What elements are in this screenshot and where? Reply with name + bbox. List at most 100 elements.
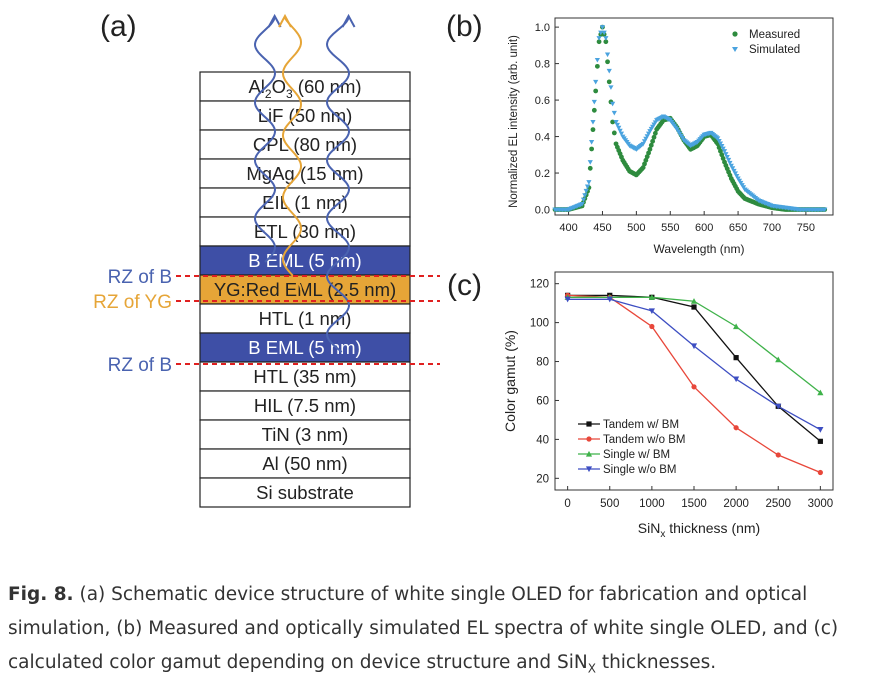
blue-emission-arrow-right: [325, 17, 351, 353]
x-tick-label: 400: [559, 222, 577, 234]
y-tick-label: 0.6: [535, 95, 550, 107]
data-point: [717, 141, 724, 147]
data-point: [601, 30, 607, 36]
y-tick-label: 0.0: [535, 205, 550, 217]
data-point: [733, 323, 740, 330]
data-point: [725, 157, 732, 163]
data-point: [716, 145, 722, 150]
x-tick-label: 3000: [808, 498, 834, 510]
data-point: [817, 438, 823, 444]
data-point: [733, 425, 739, 431]
data-point: [721, 149, 728, 154]
data-point: [724, 154, 730, 160]
data-point: [817, 427, 824, 433]
data-point: [583, 188, 589, 194]
data-point: [587, 165, 593, 171]
layer-box: [199, 477, 411, 508]
data-point: [642, 161, 647, 167]
rz-label: RZ of B: [108, 355, 172, 376]
series-line: [565, 292, 823, 476]
layer-label: Al (50 nm): [262, 453, 347, 474]
data-point: [582, 193, 588, 198]
legend-marker: [732, 47, 738, 52]
legend-label: Single w/ BM: [603, 449, 670, 461]
legend-label: Tandem w/ BM: [603, 419, 679, 431]
data-point: [610, 119, 616, 125]
x-tick-label: 0: [564, 498, 570, 510]
data-point: [723, 152, 729, 157]
data-point: [718, 148, 723, 154]
x-tick-label: 2000: [723, 498, 749, 510]
data-point: [610, 101, 616, 107]
data-point: [720, 146, 726, 152]
layer-box: [199, 361, 411, 392]
legend-marker: [732, 31, 738, 37]
data-point: [733, 376, 740, 383]
legend-label: Single w/o BM: [603, 464, 677, 476]
data-point: [734, 173, 740, 179]
recombination-zones: RZ of B RZ of YG RZ of B: [93, 267, 440, 376]
data-point: [586, 436, 592, 442]
y-tick-label: 1.0: [535, 22, 550, 34]
series-simulated: [552, 25, 828, 213]
data-point: [775, 403, 782, 410]
y-tick-label: 60: [536, 395, 549, 407]
y-tick-label: 40: [536, 434, 549, 446]
layer-label: B EML (5 nm): [248, 250, 361, 271]
blue-emission-arrow-right-head: [341, 13, 356, 28]
data-point: [732, 171, 738, 177]
data-point: [727, 160, 733, 166]
data-point: [604, 52, 611, 58]
data-point: [728, 163, 734, 169]
data-point: [587, 160, 593, 165]
y-tick-label: 80: [536, 357, 549, 369]
data-point: [586, 180, 592, 185]
data-point: [646, 150, 651, 156]
x-tick-label: 650: [729, 222, 747, 234]
data-point: [594, 63, 600, 69]
data-point: [590, 119, 596, 125]
figure-caption: Fig. 8. (a) Schematic device structure o…: [8, 578, 868, 686]
data-point: [584, 184, 591, 190]
layer-box: [199, 332, 411, 363]
x-tick-label: 2500: [765, 498, 791, 510]
data-point: [589, 140, 595, 145]
y-tick-label: 120: [530, 279, 549, 291]
layer-label: LiF (50 nm): [258, 105, 353, 126]
data-point: [720, 156, 726, 161]
layer-label: ETL (30 nm): [254, 221, 356, 242]
layer-label: HTL (35 nm): [253, 366, 356, 387]
x-tick-label: 1000: [639, 498, 665, 510]
x-tick-label: 750: [797, 222, 815, 234]
data-point: [591, 99, 597, 105]
data-point: [590, 127, 596, 133]
layer-box: [199, 100, 411, 131]
data-point: [617, 128, 623, 134]
y-tick-label: 0.2: [535, 168, 550, 180]
layer-label: YG:Red EML (2.5 nm): [214, 279, 396, 300]
data-point: [589, 146, 595, 152]
blue-emission-arrow-left: [253, 17, 277, 263]
data-point: [644, 154, 650, 160]
data-point: [593, 79, 599, 85]
layer-label: EIL (1 nm): [262, 192, 348, 213]
data-point: [648, 308, 655, 315]
data-point: [564, 296, 571, 303]
data-point: [817, 469, 823, 476]
data-point: [579, 202, 585, 207]
data-point: [716, 138, 722, 144]
data-point: [775, 356, 782, 363]
x-tick-label: 500: [627, 222, 645, 234]
data-point: [596, 39, 602, 45]
yellow-emission-arrow-head: [278, 13, 292, 28]
figure-8: (a) Al2O3 (60 nm)LiF (50 nm)CPL (80 nm)M…: [93, 10, 834, 540]
data-point: [731, 168, 737, 174]
legend-label: Tandem w/o BM: [603, 434, 685, 446]
data-point: [605, 59, 610, 65]
data-point: [599, 25, 606, 30]
data-point: [614, 122, 620, 128]
data-point: [730, 166, 736, 171]
data-point: [822, 207, 828, 213]
data-point: [596, 36, 602, 41]
legend-label: Measured: [749, 29, 800, 41]
